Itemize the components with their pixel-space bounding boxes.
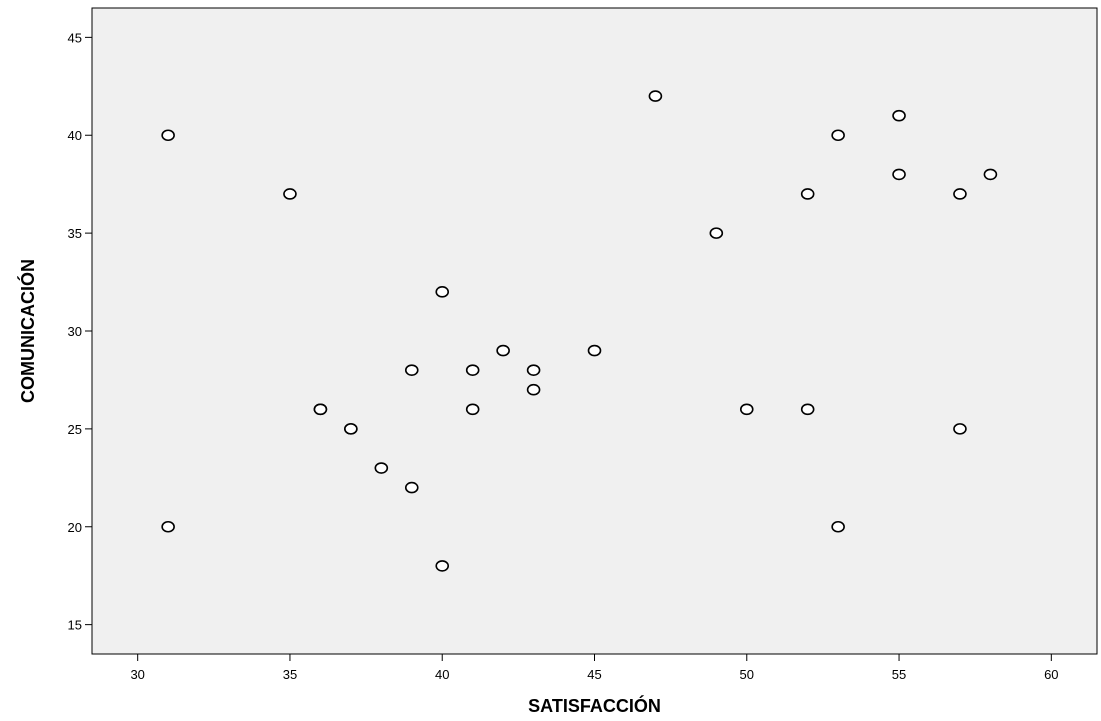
data-point: [526, 383, 541, 396]
data-point: [953, 423, 967, 435]
data-point: [587, 344, 602, 357]
x-tick-label: 30: [130, 667, 144, 682]
data-point: [892, 109, 906, 122]
data-point: [648, 90, 663, 102]
plot-area: [91, 7, 1098, 655]
data-point: [161, 520, 175, 533]
data-point: [465, 403, 480, 416]
data-point: [404, 364, 419, 376]
data-point: [800, 403, 815, 416]
y-tick-label: 25: [68, 422, 82, 437]
y-tick-label: 35: [68, 226, 82, 241]
y-tick-label: 15: [68, 618, 82, 633]
data-point: [739, 403, 754, 416]
x-tick-label: 45: [587, 667, 601, 682]
data-point: [892, 168, 906, 181]
data-point: [313, 403, 328, 416]
x-axis-title: SATISFACCIÓN: [528, 695, 661, 716]
y-tick-label: 40: [68, 128, 82, 143]
y-tick-label: 30: [68, 324, 82, 339]
data-point: [161, 129, 175, 142]
y-axis-title: COMUNICACIÓN: [17, 259, 38, 403]
data-point: [709, 227, 724, 239]
x-tick-label: 60: [1044, 667, 1058, 682]
data-points: [161, 90, 998, 572]
y-axis: 15 20 25 30 35 40 45: [68, 30, 92, 633]
x-tick-label: 55: [892, 667, 906, 682]
y-tick-label: 20: [68, 520, 82, 535]
data-point: [831, 129, 845, 142]
data-point: [526, 364, 541, 376]
data-point: [283, 188, 297, 200]
y-tick-label: 45: [68, 30, 82, 45]
data-point: [496, 344, 510, 357]
x-axis: 30 35 40 45 50 55 60: [130, 654, 1059, 682]
data-point: [831, 520, 845, 533]
data-point: [800, 188, 815, 200]
x-tick-label: 40: [435, 667, 449, 682]
data-point: [404, 481, 419, 494]
data-point: [344, 423, 358, 435]
data-point: [465, 364, 480, 376]
data-point: [374, 462, 389, 474]
data-point: [983, 168, 998, 181]
data-point: [435, 286, 450, 298]
x-tick-label: 50: [740, 667, 754, 682]
data-point: [953, 188, 967, 200]
x-tick-label: 35: [283, 667, 297, 682]
data-point: [435, 560, 450, 572]
